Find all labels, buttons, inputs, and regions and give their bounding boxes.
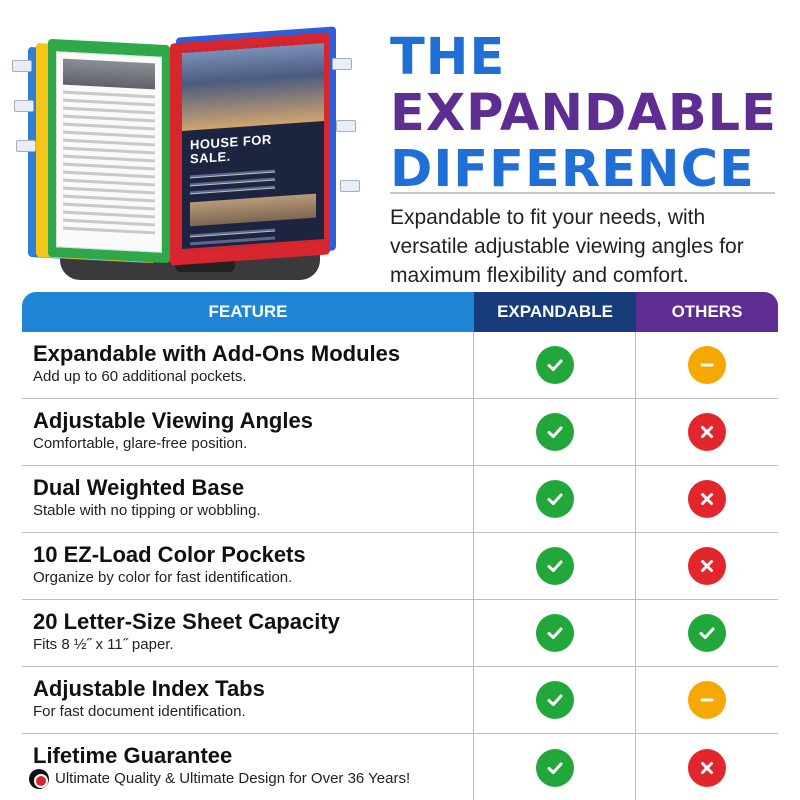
- feature-subtitle-wrap: Comfortable, glare-free position.: [33, 434, 473, 454]
- others-cell: [636, 667, 778, 733]
- check-icon: [535, 346, 574, 384]
- feature-subtitle-wrap: Add up to 60 additional pockets.: [33, 367, 473, 387]
- others-cell: [636, 332, 778, 398]
- table-row: Adjustable Viewing Angles Comfortable, gl…: [22, 399, 778, 466]
- feature-title: Dual Weighted Base: [33, 475, 245, 500]
- feature-title: 10 EZ-Load Color Pockets: [33, 542, 306, 567]
- feature-title: Adjustable Viewing Angles: [33, 408, 313, 433]
- table-row: Lifetime Guarantee Ultimate Quality & Ult…: [22, 734, 778, 800]
- table-row: Expandable with Add-Ons Modules Add up to…: [22, 332, 778, 399]
- divider: [390, 192, 775, 194]
- cross-icon: [688, 413, 726, 451]
- feature-subtitle-wrap: Organize by color for fast identificatio…: [33, 568, 473, 588]
- cross-icon: [688, 480, 726, 518]
- others-cell: [636, 734, 778, 800]
- comparison-table: FEATURE EXPANDABLE OTHERS Expandable wit…: [22, 292, 778, 800]
- expandable-cell: [474, 332, 636, 398]
- headline: THE EXPANDABLE DIFFERENCE: [390, 30, 777, 198]
- table-body: Expandable with Add-Ons Modules Add up to…: [22, 332, 778, 800]
- others-cell: [636, 466, 778, 532]
- index-tab: [16, 140, 36, 152]
- feature-cell: Adjustable Index Tabs For fast document i…: [22, 667, 474, 733]
- feature-cell: Dual Weighted Base Stable with no tipping…: [22, 466, 474, 532]
- expandable-cell: [474, 667, 636, 733]
- feature-subtitle: For fast document identification.: [33, 703, 246, 720]
- table-header: FEATURE EXPANDABLE OTHERS: [22, 292, 778, 332]
- feature-cell: Lifetime Guarantee Ultimate Quality & Ult…: [22, 734, 474, 800]
- index-tab: [340, 180, 360, 192]
- feature-subtitle: Stable with no tipping or wobbling.: [33, 502, 261, 519]
- cross-icon: [688, 748, 726, 787]
- table-row: 10 EZ-Load Color Pockets Organize by colo…: [22, 533, 778, 600]
- feature-subtitle-wrap: Ultimate Quality & Ultimate Design for O…: [29, 769, 473, 789]
- expandable-cell: [474, 734, 636, 800]
- house-flyer: HOUSE FOR SALE.: [180, 40, 326, 252]
- feature-subtitle: Comfortable, glare-free position.: [33, 435, 248, 452]
- table-row: Adjustable Index Tabs For fast document i…: [22, 667, 778, 734]
- headline-line-1: THE: [390, 28, 506, 87]
- flyer-title: HOUSE FOR SALE.: [190, 131, 272, 167]
- headline-line-2: EXPANDABLE: [390, 84, 778, 143]
- feature-subtitle-wrap: For fast document identification.: [33, 702, 473, 722]
- header-others: OTHERS: [636, 292, 778, 332]
- check-icon: [535, 480, 574, 518]
- index-tab: [332, 58, 352, 70]
- index-tab: [12, 60, 32, 72]
- others-cell: [636, 533, 778, 599]
- check-icon: [688, 614, 726, 652]
- expandable-cell: [474, 600, 636, 666]
- feature-title: Adjustable Index Tabs: [33, 676, 265, 701]
- expandable-cell: [474, 533, 636, 599]
- feature-subtitle: Organize by color for fast identificatio…: [33, 569, 293, 586]
- dash-icon: [688, 346, 726, 384]
- feature-subtitle: Ultimate Quality & Ultimate Design for O…: [55, 770, 411, 787]
- feature-cell: Adjustable Viewing Angles Comfortable, gl…: [22, 399, 474, 465]
- document-sheet: [56, 51, 162, 253]
- feature-cell: Expandable with Add-Ons Modules Add up to…: [22, 332, 474, 398]
- expandable-cell: [474, 399, 636, 465]
- intro-text: Expandable to fit your needs, with versa…: [390, 206, 744, 287]
- dash-icon: [688, 681, 726, 719]
- others-cell: [636, 399, 778, 465]
- cross-icon: [688, 547, 726, 585]
- product-image: HOUSE FOR SALE.: [12, 20, 365, 280]
- check-icon: [535, 748, 574, 787]
- index-tab: [336, 120, 356, 132]
- others-cell: [636, 600, 778, 666]
- check-icon: [535, 413, 574, 451]
- header-expandable: EXPANDABLE: [474, 292, 636, 332]
- feature-subtitle-wrap: Stable with no tipping or wobbling.: [33, 501, 473, 521]
- feature-subtitle: Add up to 60 additional pockets.: [33, 368, 247, 385]
- table-row: 20 Letter-Size Sheet Capacity Fits 8 ½˝ x…: [22, 600, 778, 667]
- feature-subtitle: Fits 8 ½˝ x 11˝ paper.: [33, 636, 174, 653]
- feature-cell: 20 Letter-Size Sheet Capacity Fits 8 ½˝ x…: [22, 600, 474, 666]
- brand-logo-icon: [29, 769, 49, 789]
- feature-cell: 10 EZ-Load Color Pockets Organize by colo…: [22, 533, 474, 599]
- feature-title: 20 Letter-Size Sheet Capacity: [33, 609, 340, 634]
- headline-line-3: DIFFERENCE: [390, 140, 755, 199]
- index-tab: [14, 100, 34, 112]
- check-icon: [535, 614, 574, 652]
- feature-subtitle-wrap: Fits 8 ½˝ x 11˝ paper.: [33, 635, 473, 655]
- feature-title: Expandable with Add-Ons Modules: [33, 341, 401, 366]
- check-icon: [535, 547, 574, 585]
- check-icon: [535, 681, 574, 719]
- expandable-cell: [474, 466, 636, 532]
- table-row: Dual Weighted Base Stable with no tipping…: [22, 466, 778, 533]
- header-feature: FEATURE: [22, 292, 474, 332]
- feature-title: Lifetime Guarantee: [33, 743, 233, 768]
